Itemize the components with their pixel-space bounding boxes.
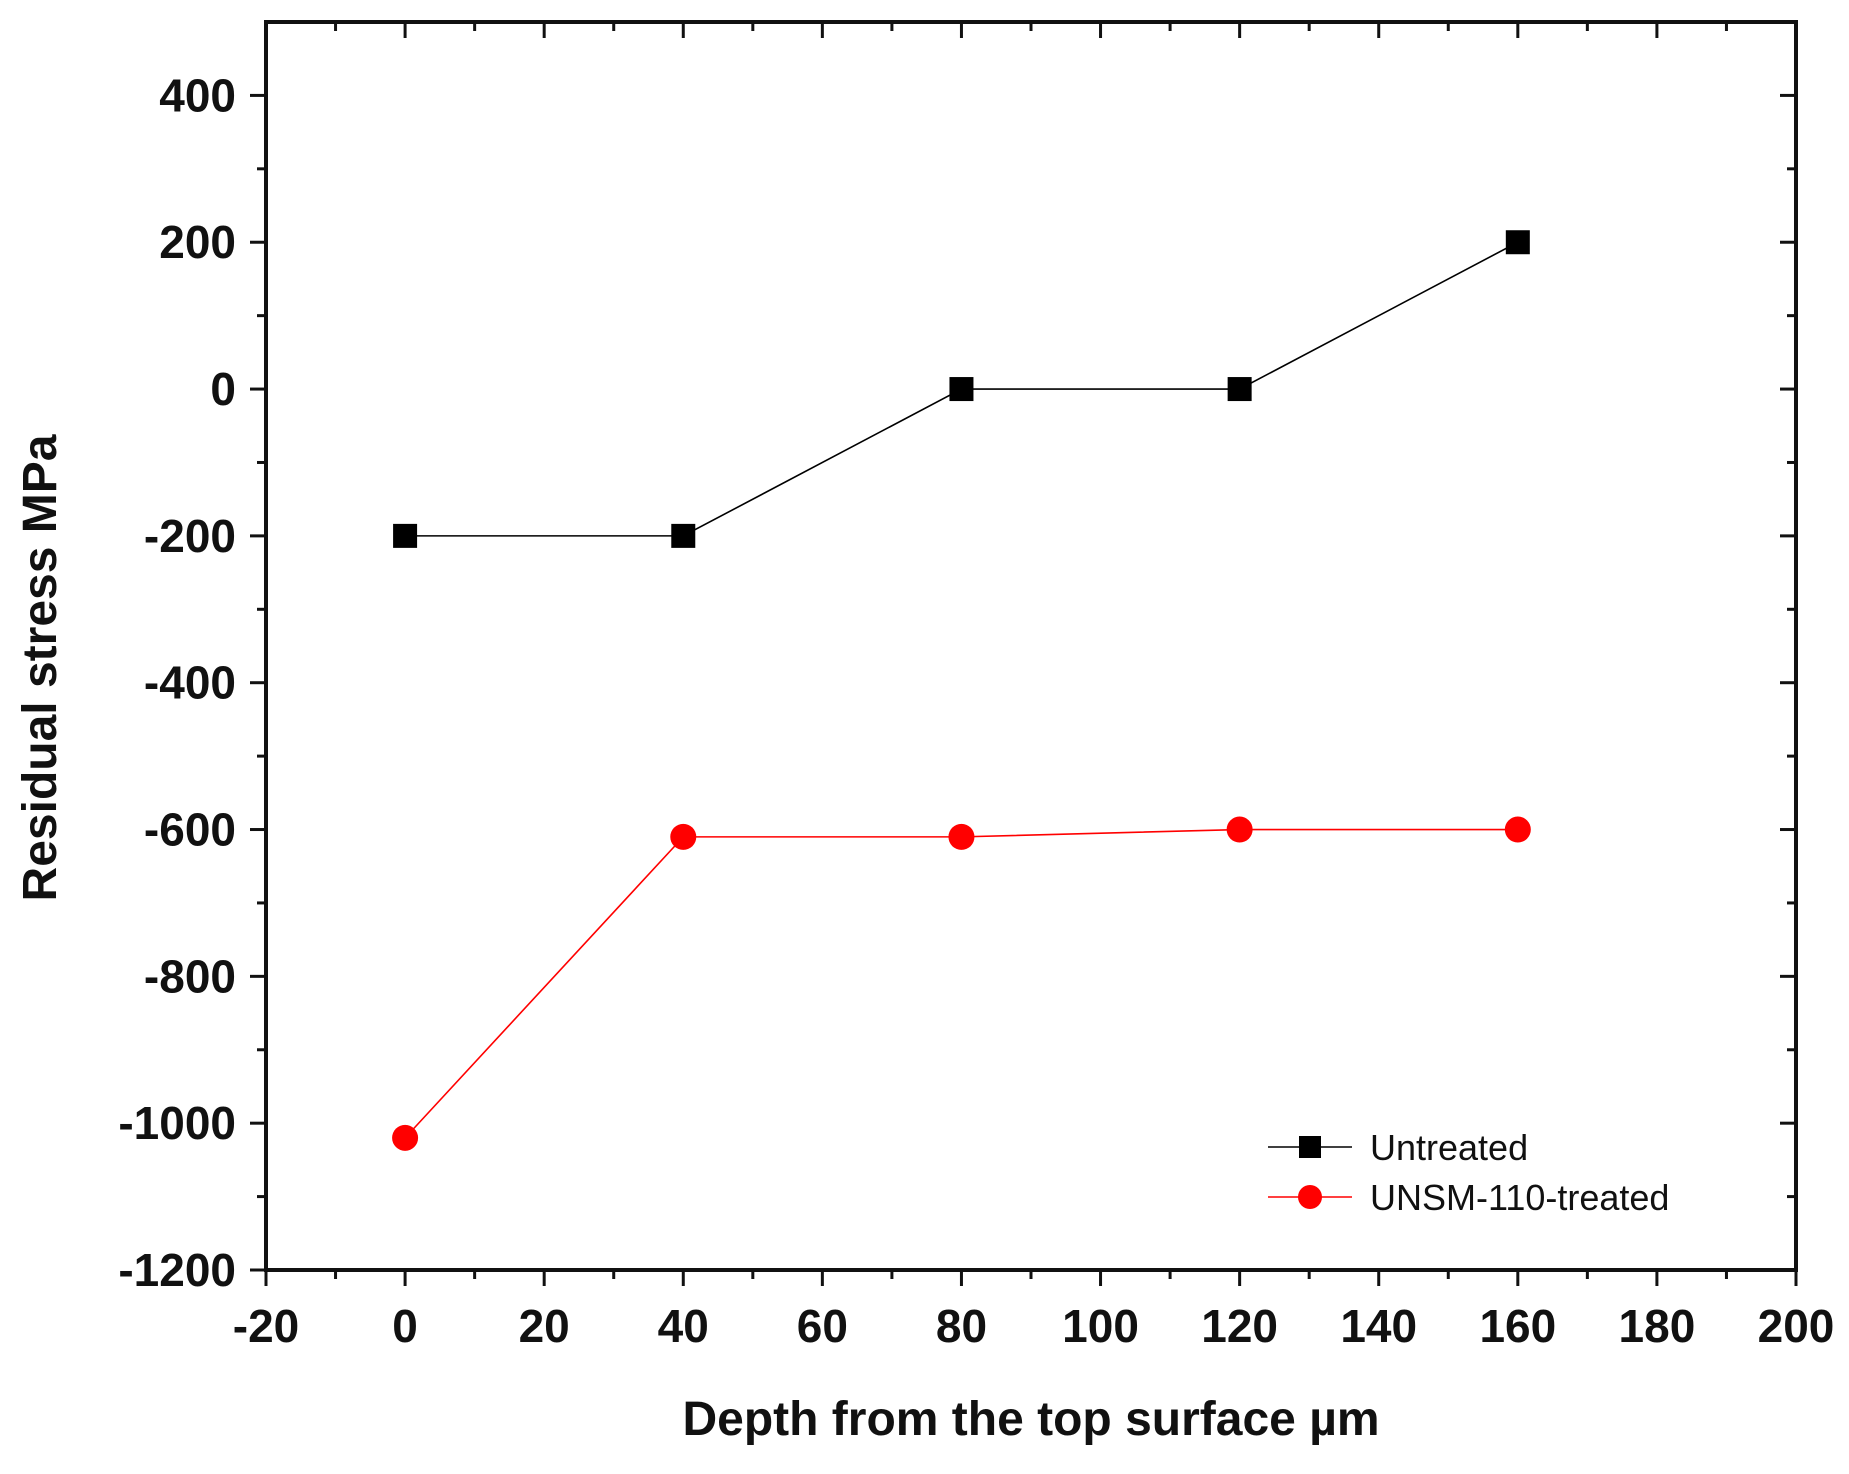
x-tick-label: 200 (1758, 1300, 1835, 1352)
legend-marker-unsm-110-treated (1298, 1185, 1322, 1209)
y-tick-label: -1000 (118, 1097, 236, 1149)
x-tick-labels: -20 0 20 40 60 80 100 120 140 160 180 200 (233, 1300, 1835, 1352)
legend-marker-untreated (1299, 1136, 1321, 1158)
data-point-unsm-110-treated (948, 823, 975, 850)
x-tick-label: 20 (519, 1300, 570, 1352)
x-tick-label: 100 (1062, 1300, 1139, 1352)
y-tick-label: -400 (144, 657, 236, 709)
y-tick-label: 200 (159, 216, 236, 268)
y-tick-label: -800 (144, 950, 236, 1002)
plot-frame (264, 20, 1798, 1272)
data-point-unsm-110-treated (392, 1124, 419, 1151)
x-tick-label: 60 (797, 1300, 848, 1352)
data-point-unsm-110-treated (670, 823, 697, 850)
data-point-unsm-110-treated (1226, 816, 1253, 843)
x-tick-label: 120 (1201, 1300, 1278, 1352)
x-tick-label: -20 (233, 1300, 299, 1352)
y-tick-label: -200 (144, 510, 236, 562)
data-point-untreated (671, 523, 696, 548)
x-tick-label: 80 (936, 1300, 987, 1352)
x-axis-title: Depth from the top surface µm (682, 1393, 1379, 1446)
y-tick-labels: -1200 -1000 -800 -600 -400 -200 0 200 400 (118, 69, 236, 1296)
data-point-untreated (1505, 230, 1530, 255)
x-tick-label: 40 (658, 1300, 709, 1352)
y-tick-label: 0 (210, 363, 236, 415)
series (392, 230, 1531, 1151)
data-point-untreated (949, 377, 974, 402)
y-tick-label: -1200 (118, 1244, 236, 1296)
data-point-untreated (393, 523, 418, 548)
y-tick-label: 400 (159, 69, 236, 121)
legend: Untreated UNSM-110-treated (1268, 1127, 1669, 1218)
x-tick-label: 180 (1619, 1300, 1696, 1352)
y-tick-label: -600 (144, 804, 236, 856)
x-tick-label: 140 (1340, 1300, 1417, 1352)
y-axis-title: Residual stress MPa (14, 434, 67, 901)
legend-label-untreated: Untreated (1370, 1127, 1528, 1168)
x-tick-label: 160 (1479, 1300, 1556, 1352)
data-point-untreated (1227, 377, 1252, 402)
data-point-unsm-110-treated (1504, 816, 1531, 843)
x-tick-label: 0 (392, 1300, 418, 1352)
legend-label-unsm-110-treated: UNSM-110-treated (1370, 1177, 1669, 1218)
